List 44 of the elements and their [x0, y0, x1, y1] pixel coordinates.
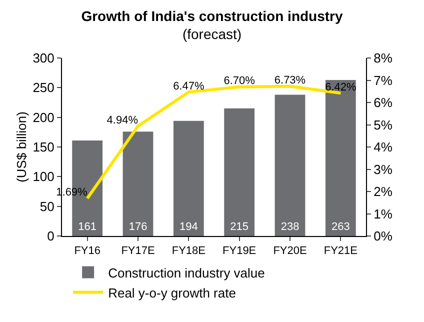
- x-tick-label: FY20E: [273, 245, 307, 258]
- y-tick-label: 250: [32, 80, 54, 96]
- legend-label: Construction industry value: [108, 265, 265, 280]
- data-label: 161: [78, 221, 97, 233]
- x-tick-label: FY18E: [172, 245, 206, 258]
- y2-tick-label: 5%: [374, 117, 393, 132]
- legend-label: Real y-o-y growth rate: [108, 285, 236, 300]
- y-tick-label: 300: [32, 50, 54, 66]
- bar: [173, 120, 204, 236]
- y2-tick-label: 6%: [374, 95, 393, 110]
- y-tick-label: 200: [32, 110, 54, 125]
- data-label: 1.69%: [56, 186, 88, 199]
- data-label: 238: [280, 221, 300, 233]
- y2-tick-label: 0%: [374, 228, 393, 244]
- y-tick-label: 50: [40, 198, 54, 214]
- data-label: 263: [331, 221, 350, 233]
- bar: [274, 94, 306, 236]
- chart-subtitle: (forecast): [182, 26, 242, 42]
- y-tick-label: 100: [32, 169, 54, 184]
- data-label: 4.94%: [106, 114, 138, 126]
- data-label: 6.73%: [274, 74, 306, 87]
- y2-tick-label: 1%: [374, 206, 393, 222]
- chart-title: Growth of India's construction industry: [81, 8, 343, 24]
- data-label: 215: [230, 221, 249, 233]
- bar: [325, 80, 356, 236]
- x-tick-label: FY19E: [222, 245, 256, 258]
- y2-tick-label: 2%: [374, 184, 393, 200]
- data-label: 6.47%: [173, 80, 204, 92]
- y2-tick-label: 4%: [374, 140, 393, 155]
- y-tick-label: 150: [32, 140, 54, 155]
- data-label: 176: [128, 221, 148, 233]
- x-tick-label: FY16: [74, 245, 100, 258]
- x-tick-label: FY21E: [324, 245, 358, 258]
- y2-tick-label: 3%: [374, 162, 393, 177]
- bar: [224, 108, 255, 236]
- data-label: 6.70%: [224, 75, 256, 88]
- data-label: 194: [179, 221, 198, 233]
- y-tick-label: 0: [47, 228, 54, 244]
- x-tick-label: FY17E: [121, 245, 155, 258]
- y-axis-title: (US$ billion): [14, 112, 29, 182]
- data-label: 6.42%: [325, 81, 356, 94]
- y2-tick-label: 7%: [374, 72, 393, 88]
- y2-tick-label: 8%: [374, 50, 393, 66]
- bar: [122, 132, 154, 236]
